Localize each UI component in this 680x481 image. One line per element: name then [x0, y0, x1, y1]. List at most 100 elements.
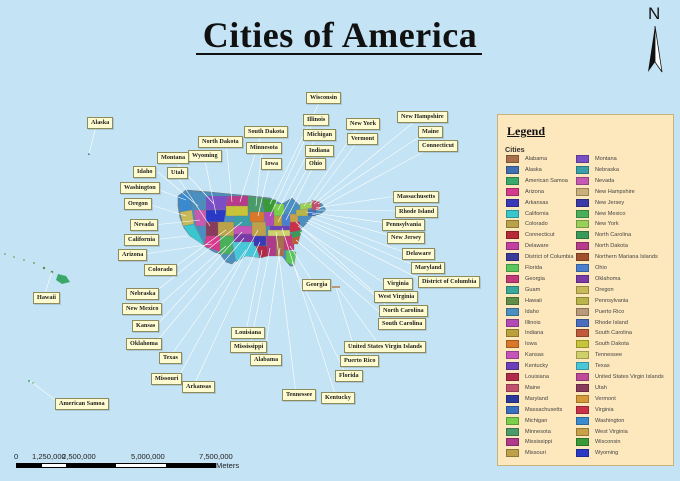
legend-label: Maryland	[525, 395, 549, 402]
legend-label: California	[525, 210, 549, 217]
scale-unit: Meters	[216, 461, 240, 470]
legend-label: Alaska	[525, 166, 542, 173]
callout-texas: Texas	[159, 352, 182, 365]
legend-swatch	[506, 427, 519, 436]
legend-item: Maryland	[506, 394, 549, 403]
legend-label: Missouri	[525, 450, 546, 457]
legend-swatch	[576, 231, 589, 240]
legend-label: Colorado	[525, 221, 548, 228]
legend-item: South Dakota	[576, 340, 629, 349]
title-underline	[196, 53, 482, 55]
legend-label: Vermont	[595, 395, 616, 402]
legend-item: North Carolina	[576, 231, 632, 240]
legend-label: South Dakota	[595, 341, 629, 348]
callout-oklahoma: Oklahoma	[126, 338, 162, 351]
callout-massachusetts: Massachusetts	[393, 191, 440, 204]
legend-label: Georgia	[525, 275, 545, 282]
legend-item: Tennessee	[576, 351, 623, 360]
callout-alabama: Alabama	[250, 354, 283, 367]
callout-oregon: Oregon	[124, 198, 152, 211]
legend-swatch	[576, 274, 589, 283]
scale-segment	[166, 463, 216, 468]
legend-swatch	[506, 449, 519, 458]
scale-segment	[66, 463, 116, 468]
callout-nebraska: Nebraska	[126, 288, 160, 301]
legend-swatch	[576, 187, 589, 196]
legend-label: Virginia	[595, 406, 614, 413]
scale-label: 2,500,000	[62, 452, 96, 461]
legend-swatch	[506, 274, 519, 283]
callout-american-samoa: American Samoa	[55, 398, 109, 411]
legend-label: Oklahoma	[595, 275, 621, 282]
callout-utah: Utah	[167, 167, 189, 180]
callout-south-carolina: South Carolina	[378, 318, 427, 331]
legend-label: Puerto Rico	[595, 308, 625, 315]
legend-swatch	[576, 449, 589, 458]
legend-label: North Carolina	[595, 232, 632, 239]
legend-label: Texas	[595, 363, 610, 370]
legend-item: Arkansas	[506, 198, 549, 207]
callout-arizona: Arizona	[118, 249, 148, 262]
callout-tennessee: Tennessee	[282, 389, 317, 402]
legend-label: Connecticut	[525, 232, 555, 239]
callout-rhode-island: Rhode Island	[395, 206, 439, 219]
callout-new-hampshire: New Hampshire	[397, 111, 448, 124]
legend-swatch	[576, 427, 589, 436]
legend-label: Minnesota	[525, 428, 551, 435]
callout-colorado: Colorado	[144, 264, 177, 277]
legend-item: West Virginia	[576, 427, 628, 436]
legend-item: Georgia	[506, 274, 545, 283]
legend-item: Guam	[506, 285, 540, 294]
legend-item: Michigan	[506, 416, 548, 425]
legend-swatch	[506, 220, 519, 229]
scale-bar: 0 1,250,000 2,500,000 5,000,000 7,500,00…	[14, 452, 276, 480]
legend-item: Illinois	[506, 318, 541, 327]
north-arrow-icon: N	[640, 4, 676, 78]
callout-new-jersey: New Jersey	[387, 232, 426, 245]
legend-label: Hawaii	[525, 297, 542, 304]
legend-swatch	[576, 416, 589, 425]
callout-north-dakota: North Dakota	[198, 136, 243, 149]
legend-swatch	[576, 176, 589, 185]
legend-swatch	[576, 242, 589, 251]
legend-item: Montana	[576, 155, 617, 163]
north-letter: N	[648, 4, 661, 23]
hawaii-shape	[4, 253, 70, 284]
legend-label: North Dakota	[595, 243, 628, 250]
legend-item: Rhode Island	[576, 318, 628, 327]
legend-label: Arkansas	[525, 199, 549, 206]
legend-label: Northern Mariana Islands	[595, 254, 658, 261]
legend-label: Washington	[595, 417, 625, 424]
legend-swatch	[506, 362, 519, 371]
legend-swatch	[576, 362, 589, 371]
legend-swatch	[576, 438, 589, 447]
callout-maine: Maine	[418, 126, 443, 139]
legend-swatch	[576, 383, 589, 392]
legend-item: Northern Mariana Islands	[576, 253, 658, 262]
legend-swatch	[506, 187, 519, 196]
legend-label: Kentucky	[525, 363, 549, 370]
callout-hawaii: Hawaii	[33, 292, 60, 305]
legend-item: New Mexico	[576, 209, 625, 218]
callout-louisiana: Louisiana	[231, 327, 266, 340]
legend-swatch	[506, 209, 519, 218]
legend-item: New Jersey	[576, 198, 624, 207]
legend-swatch	[576, 329, 589, 338]
legend-label: Indiana	[525, 330, 544, 337]
legend-item: Nevada	[576, 176, 614, 185]
legend-item: Arizona	[506, 187, 544, 196]
scale-segment	[115, 463, 167, 468]
legend-item: South Carolina	[576, 329, 633, 338]
legend-swatch	[506, 318, 519, 327]
legend-swatch	[576, 253, 589, 262]
legend-label: Tennessee	[595, 352, 623, 359]
legend-item: Oklahoma	[576, 274, 621, 283]
callout-montana: Montana	[157, 152, 190, 165]
legend-swatch	[576, 307, 589, 316]
legend-label: Michigan	[525, 417, 548, 424]
legend-swatch	[506, 165, 519, 174]
legend-label: South Carolina	[595, 330, 633, 337]
legend-swatch	[506, 176, 519, 185]
callout-minnesota: Minnesota	[246, 142, 282, 155]
